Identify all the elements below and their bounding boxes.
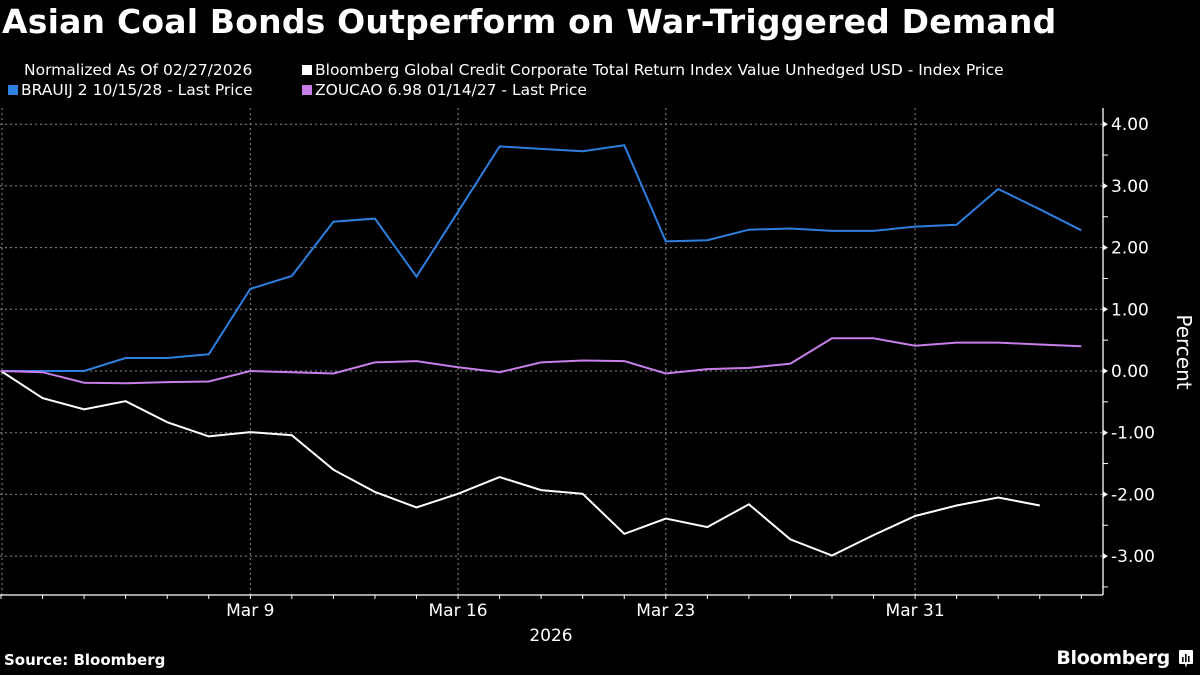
bloomberg-chart-icon bbox=[1179, 650, 1193, 668]
y-axis-title: Percent bbox=[1172, 314, 1196, 389]
y-tick-marker bbox=[1103, 429, 1108, 436]
y-tick-marker bbox=[1103, 306, 1108, 313]
y-tick-label: 2.00 bbox=[1111, 239, 1149, 259]
axis-labels: 4.00 3.00 2.00 1.00 0.00 -1.00 -2.00 -3.00 Mar 9… bbox=[226, 115, 1196, 646]
x-tick-label: Mar 9 bbox=[226, 601, 274, 621]
series-lines bbox=[0, 144, 1082, 557]
legend-label: BRAUIJ 2 10/15/28 - Last Price bbox=[21, 81, 253, 99]
y-tick-marker bbox=[1103, 244, 1108, 251]
y-tick-label: -2.00 bbox=[1111, 485, 1155, 505]
y-tick-label: 1.00 bbox=[1111, 300, 1149, 320]
legend-label: ZOUCAO 6.98 01/14/27 - Last Price bbox=[315, 81, 587, 99]
legend-swatch-blue bbox=[8, 85, 18, 95]
y-tick-label: -1.00 bbox=[1111, 424, 1155, 444]
legend-label: Bloomberg Global Credit Corporate Total … bbox=[315, 61, 1004, 79]
legend-swatch-purple bbox=[302, 85, 312, 95]
chart-title: Asian Coal Bonds Outperform on War-Trigg… bbox=[2, 2, 1057, 41]
series-line-1 bbox=[1, 144, 1082, 372]
source-note: Source: Bloomberg bbox=[4, 651, 166, 669]
y-tick-marker bbox=[1103, 182, 1108, 189]
y-tick-marker bbox=[1103, 368, 1108, 374]
legend-swatch-white bbox=[302, 65, 312, 75]
legend-item-zoucao: ZOUCAO 6.98 01/14/27 - Last Price bbox=[302, 80, 587, 100]
y-tick-label: 0.00 bbox=[1111, 362, 1149, 382]
y-tick-label: 4.00 bbox=[1111, 115, 1149, 135]
x-axis-title: 2026 bbox=[529, 626, 572, 646]
legend-item-brauij: BRAUIJ 2 10/15/28 - Last Price bbox=[8, 80, 253, 100]
y-tick-label: -3.00 bbox=[1111, 547, 1155, 567]
x-tick-label: Mar 16 bbox=[428, 601, 487, 621]
gridlines bbox=[0, 108, 1103, 595]
y-tick-label: 3.00 bbox=[1111, 177, 1149, 197]
series-line-2 bbox=[0, 337, 1082, 385]
normalization-note: Normalized As Of 02/27/2026 bbox=[24, 61, 253, 79]
brand-logo: Bloomberg bbox=[1056, 647, 1170, 669]
y-tick-marker bbox=[1103, 491, 1108, 498]
x-tick-label: Mar 23 bbox=[636, 601, 695, 621]
x-tick-label: Mar 31 bbox=[886, 601, 945, 621]
y-tick-marker bbox=[1103, 121, 1108, 128]
y-tick-marker bbox=[1103, 553, 1108, 560]
axes bbox=[0, 108, 1108, 599]
legend-item-index: Bloomberg Global Credit Corporate Total … bbox=[302, 60, 1004, 80]
series-line-0 bbox=[0, 370, 1040, 557]
